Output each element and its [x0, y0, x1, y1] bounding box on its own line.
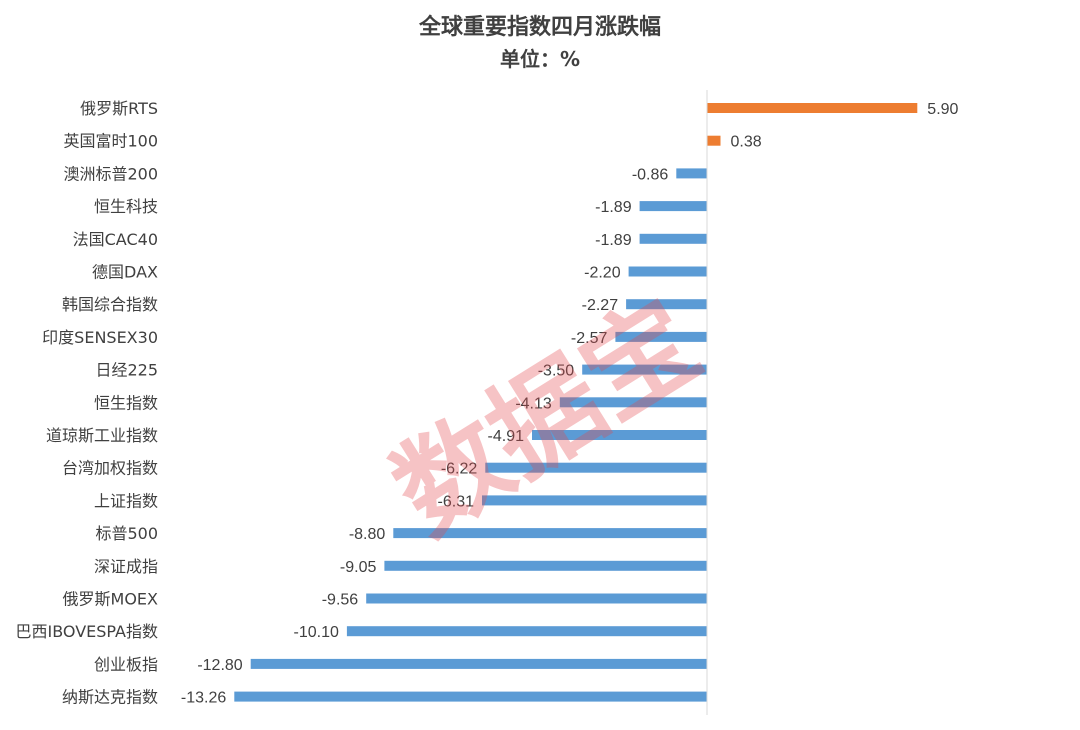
value-label: -4.91 — [488, 428, 525, 445]
category-label: 台湾加权指数 — [62, 459, 158, 478]
bar-15 — [366, 593, 707, 604]
bar-17 — [250, 658, 707, 669]
value-label: -9.05 — [340, 559, 377, 576]
category-label: 深证成指 — [94, 557, 158, 576]
value-label: -9.56 — [322, 592, 359, 609]
category-label: 纳斯达克指数 — [62, 688, 158, 707]
value-label: 0.38 — [731, 134, 762, 151]
category-label: 道琼斯工业指数 — [46, 426, 158, 445]
value-label: -1.89 — [595, 232, 632, 249]
bar-3 — [639, 201, 707, 212]
bars-layer — [234, 103, 918, 702]
category-label: 德国DAX — [92, 263, 158, 282]
chart-title: 全球重要指数四月涨跌幅 — [418, 14, 661, 40]
value-label: -4.13 — [515, 395, 552, 412]
value-label: -2.27 — [582, 297, 619, 314]
category-label: 巴西IBOVESPA指数 — [15, 622, 158, 641]
value-label: -2.20 — [584, 265, 621, 282]
value-label: -1.89 — [595, 199, 632, 216]
category-label: 韩国综合指数 — [62, 295, 158, 314]
category-label: 英国富时100 — [63, 132, 158, 151]
value-label: -8.80 — [349, 526, 386, 543]
bar-13 — [393, 528, 707, 539]
value-label: -0.86 — [632, 166, 669, 183]
bar-1 — [707, 135, 721, 146]
category-label: 创业板指 — [94, 655, 158, 674]
bar-14 — [384, 560, 707, 571]
value-label: -2.57 — [571, 330, 608, 347]
bar-0 — [707, 103, 918, 113]
value-label: -12.80 — [197, 657, 242, 674]
category-label: 俄罗斯RTS — [80, 99, 158, 118]
bar-18 — [234, 691, 708, 702]
category-label: 日经225 — [95, 361, 158, 380]
bar-5 — [628, 266, 707, 277]
category-label: 印度SENSEX30 — [42, 328, 158, 347]
category-label: 上证指数 — [94, 491, 158, 510]
bar-9 — [559, 397, 707, 408]
bar-16 — [346, 626, 707, 637]
category-label: 标普500 — [95, 524, 158, 543]
category-label: 恒生指数 — [94, 393, 158, 412]
value-label: -6.31 — [438, 493, 475, 510]
category-label: 澳洲标普200 — [63, 164, 158, 183]
bar-11 — [485, 462, 707, 473]
bar-6 — [626, 299, 707, 310]
value-label: 5.90 — [927, 101, 958, 118]
value-label: -10.10 — [294, 624, 339, 641]
chart-subtitle: 单位：% — [500, 47, 580, 71]
bar-2 — [676, 168, 707, 179]
watermark: 数据宝 — [373, 276, 721, 559]
labels-layer: 俄罗斯RTS 5.90 英国富时100 0.38 澳洲标普200 -0.86 恒生科技 -1.… — [15, 99, 958, 707]
category-label: 恒生科技 — [94, 197, 158, 216]
bar-7 — [615, 331, 707, 342]
bar-10 — [532, 430, 707, 440]
bar-8 — [582, 364, 707, 375]
value-label: -6.22 — [441, 461, 478, 478]
value-label: -3.50 — [538, 363, 575, 380]
bar-4 — [639, 233, 707, 244]
value-label: -13.26 — [181, 690, 226, 707]
bar-12 — [482, 495, 707, 506]
category-label: 法国CAC40 — [73, 230, 158, 249]
category-label: 俄罗斯MOEX — [63, 590, 159, 609]
